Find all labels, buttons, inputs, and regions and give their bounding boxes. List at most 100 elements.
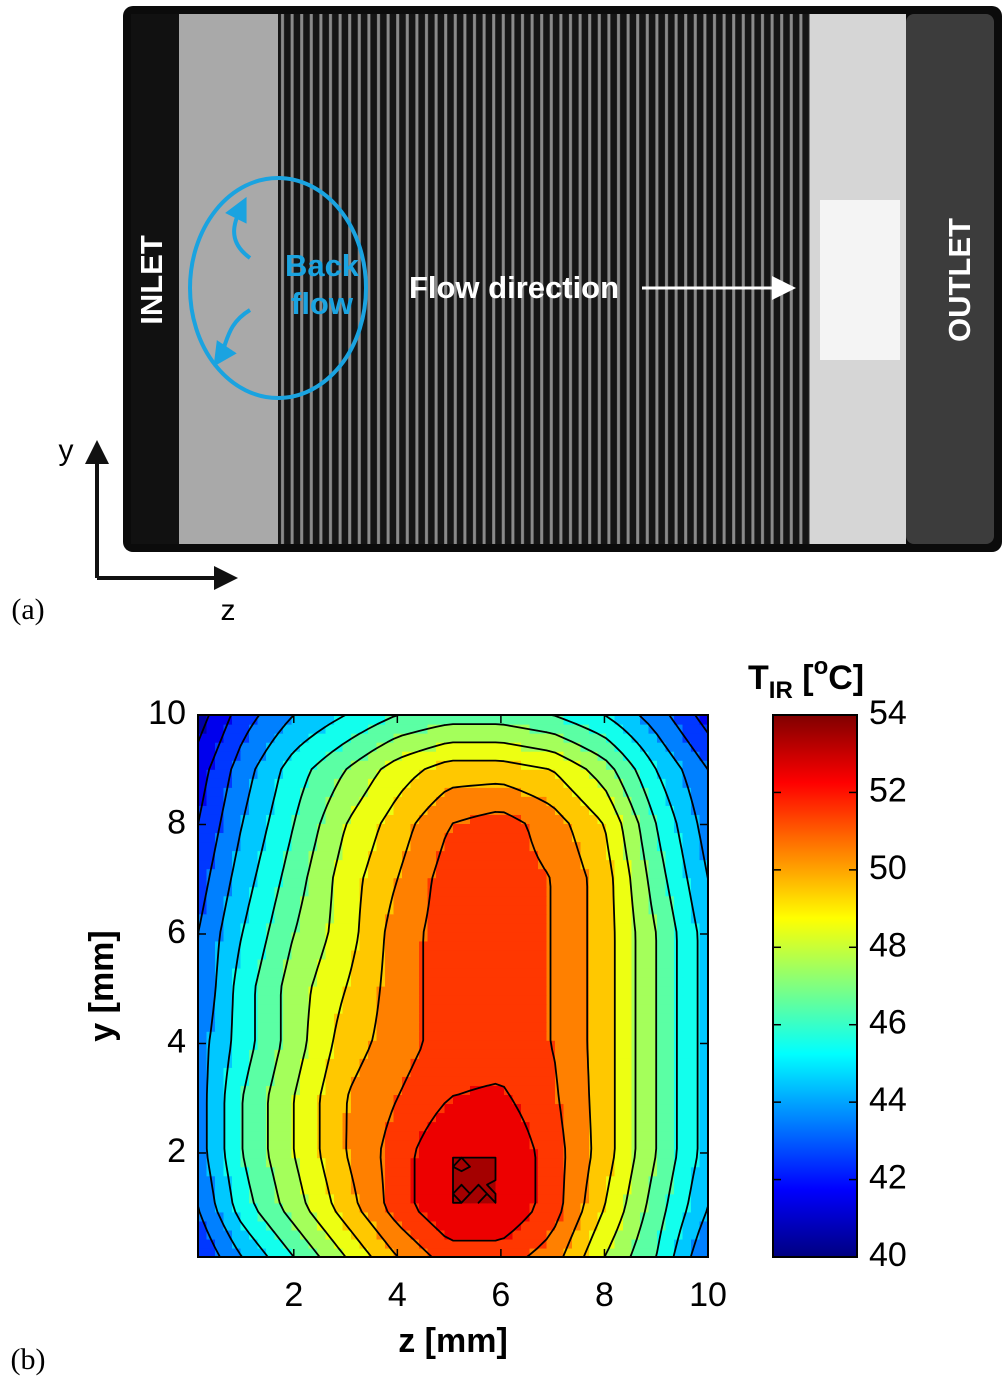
contour-cell <box>377 1103 386 1113</box>
contour-cell <box>411 733 420 743</box>
contour-cell <box>351 832 360 842</box>
contour-cell <box>496 733 505 743</box>
contour-cell <box>343 778 352 788</box>
contour-cell <box>300 814 309 824</box>
contour-cell <box>513 769 522 779</box>
contour-cell <box>445 769 454 779</box>
contour-cell <box>598 1158 607 1168</box>
contour-cell <box>530 1031 539 1041</box>
contour-cell <box>198 1031 207 1041</box>
contour-cell <box>504 1013 513 1023</box>
contour-cell <box>470 1076 479 1086</box>
contour-cell <box>411 1076 420 1086</box>
contour-cell <box>581 914 590 924</box>
contour-cell <box>334 1140 343 1150</box>
contour-cell <box>598 941 607 951</box>
contour-cell <box>513 941 522 951</box>
contour-cell <box>241 832 250 842</box>
contour-cell <box>666 932 675 942</box>
contour-cell <box>224 1203 233 1213</box>
contour-cell <box>538 769 547 779</box>
contour-cell <box>470 1212 479 1222</box>
contour-cell <box>232 1230 241 1240</box>
contour-cell <box>462 941 471 951</box>
contour-cell <box>258 1131 267 1141</box>
contour-cell <box>453 932 462 942</box>
contour-cell <box>606 1094 615 1104</box>
contour-cell <box>547 1203 556 1213</box>
contour-cell <box>547 860 556 870</box>
contour-cell <box>258 1230 267 1240</box>
contour-cell <box>436 968 445 978</box>
contour-cell <box>623 995 632 1005</box>
contour-cell <box>326 986 335 996</box>
contour-cell <box>402 986 411 996</box>
contour-cell <box>598 805 607 815</box>
contour-cell <box>198 1076 207 1086</box>
contour-cell <box>513 1131 522 1141</box>
contour-cell <box>589 995 598 1005</box>
contour-cell <box>581 950 590 960</box>
contour-cell <box>326 959 335 969</box>
contour-cell <box>513 1040 522 1050</box>
contour-cell <box>428 1103 437 1113</box>
contour-cell <box>623 778 632 788</box>
contour-cell <box>666 1131 675 1141</box>
contour-cell <box>360 1149 369 1159</box>
contour-cell <box>453 841 462 851</box>
contour-cell <box>615 1094 624 1104</box>
contour-cell <box>445 1149 454 1159</box>
contour-cell <box>615 986 624 996</box>
contour-cell <box>326 968 335 978</box>
contour-cell <box>445 814 454 824</box>
contour-cell <box>691 1076 700 1086</box>
contour-cell <box>224 923 233 933</box>
contour-cell <box>275 1112 284 1122</box>
contour-cell <box>504 905 513 915</box>
contour-cell <box>249 986 258 996</box>
contour-cell <box>615 760 624 770</box>
contour-cell <box>547 1149 556 1159</box>
contour-cell <box>232 887 241 897</box>
contour-cell <box>479 778 488 788</box>
contour-cell <box>479 1103 488 1113</box>
contour-cell <box>232 1185 241 1195</box>
contour-cell <box>640 1094 649 1104</box>
contour-cell <box>385 1140 394 1150</box>
contour-cell <box>538 1131 547 1141</box>
contour-cell <box>513 896 522 906</box>
contour-cell <box>419 1094 428 1104</box>
contour-cell <box>504 1185 513 1195</box>
contour-cell <box>521 941 530 951</box>
contour-cell <box>564 742 573 752</box>
contour-cell <box>615 733 624 743</box>
contour-cell <box>547 851 556 861</box>
contour-cell <box>487 1103 496 1113</box>
contour-cell <box>462 733 471 743</box>
contour-cell <box>300 986 309 996</box>
contour-cell <box>615 905 624 915</box>
contour-cell <box>572 1158 581 1168</box>
contour-cell <box>623 814 632 824</box>
contour-cell <box>666 1040 675 1050</box>
contour-cell <box>623 733 632 743</box>
contour-cell <box>598 950 607 960</box>
contour-cell <box>666 841 675 851</box>
contour-cell <box>538 841 547 851</box>
contour-cell <box>657 1122 666 1132</box>
contour-cell <box>436 977 445 987</box>
contour-cell <box>496 1221 505 1231</box>
contour-cell <box>334 1149 343 1159</box>
contour-cell <box>258 733 267 743</box>
contour-cell <box>334 977 343 987</box>
contour-cell <box>360 1085 369 1095</box>
contour-cell <box>377 751 386 761</box>
contour-cell <box>249 823 258 833</box>
contour-cell <box>649 841 658 851</box>
contour-cell <box>368 814 377 824</box>
contour-cell <box>530 1094 539 1104</box>
contour-cell <box>266 950 275 960</box>
contour-cell <box>232 733 241 743</box>
contour-cell <box>504 787 513 797</box>
contour-cell <box>513 869 522 879</box>
